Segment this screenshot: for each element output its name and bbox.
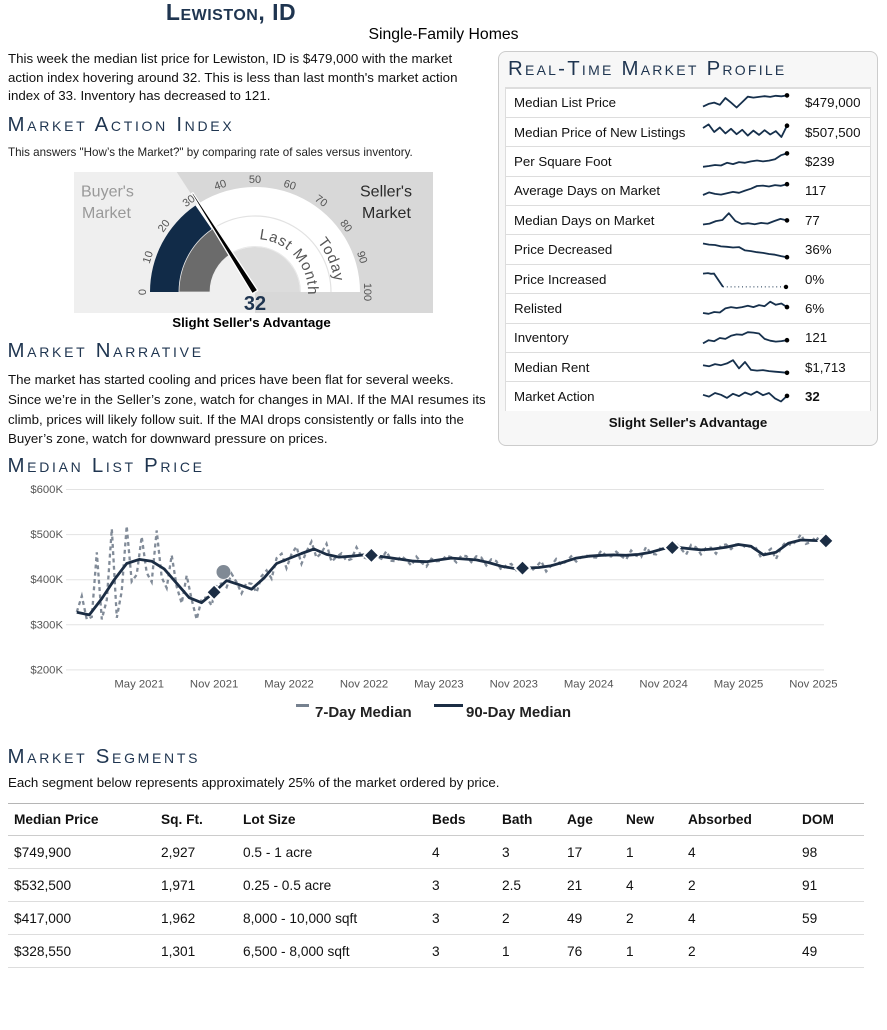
svg-text:$400K: $400K	[30, 574, 63, 586]
svg-text:20: 20	[156, 218, 173, 235]
svg-text:$500K: $500K	[30, 529, 63, 541]
svg-text:Nov 2022: Nov 2022	[340, 679, 388, 691]
svg-text:May 2025: May 2025	[714, 679, 764, 691]
svg-text:90: 90	[354, 250, 369, 265]
svg-text:50: 50	[249, 174, 261, 186]
svg-text:Nov 2024: Nov 2024	[639, 679, 687, 691]
svg-text:May 2023: May 2023	[414, 679, 464, 691]
svg-text:Market: Market	[362, 205, 411, 222]
svg-text:Nov 2025: Nov 2025	[789, 679, 837, 691]
svg-text:0: 0	[137, 289, 149, 295]
svg-text:Buyer's: Buyer's	[81, 184, 134, 201]
svg-text:70: 70	[312, 193, 329, 210]
svg-text:60: 60	[282, 178, 297, 193]
svg-text:30: 30	[181, 193, 198, 210]
svg-text:10: 10	[141, 250, 156, 265]
svg-text:80: 80	[337, 218, 354, 235]
svg-text:Market: Market	[82, 205, 131, 222]
svg-text:Seller's: Seller's	[360, 184, 412, 201]
svg-text:Nov 2021: Nov 2021	[190, 679, 238, 691]
svg-text:$600K: $600K	[30, 484, 63, 496]
svg-text:40: 40	[213, 178, 228, 193]
svg-text:May 2024: May 2024	[564, 679, 614, 691]
svg-text:100: 100	[361, 283, 373, 301]
svg-text:May 2021: May 2021	[114, 679, 164, 691]
svg-text:May 2022: May 2022	[264, 679, 314, 691]
svg-text:Nov 2023: Nov 2023	[490, 679, 538, 691]
svg-text:$300K: $300K	[30, 619, 63, 631]
svg-text:$200K: $200K	[30, 664, 63, 676]
